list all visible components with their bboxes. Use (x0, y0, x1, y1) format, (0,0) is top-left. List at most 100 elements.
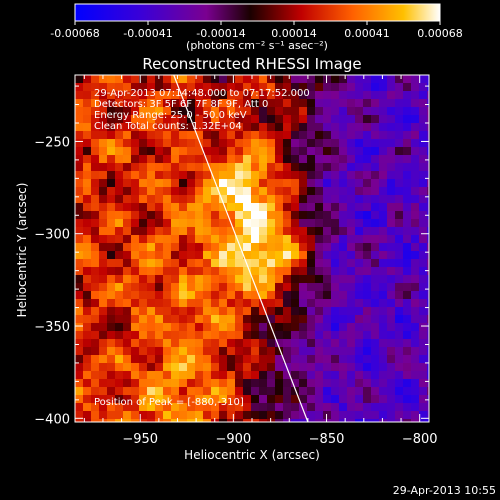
heatmap-cell (75, 291, 83, 299)
heatmap-cell (155, 91, 163, 99)
heatmap-cell (107, 307, 115, 315)
heatmap-cell (347, 347, 355, 355)
heatmap-cell (147, 195, 155, 203)
heatmap-cell (139, 283, 147, 291)
heatmap-cell (115, 203, 123, 211)
heatmap-cell (299, 395, 307, 403)
heatmap-cell (179, 131, 187, 139)
heatmap-cell (363, 307, 371, 315)
heatmap-cell (403, 123, 411, 131)
heatmap-cell (379, 267, 387, 275)
heatmap-cell (251, 227, 259, 235)
heatmap-cell (371, 195, 379, 203)
heatmap-cell (291, 107, 299, 115)
heatmap-cell (211, 235, 219, 243)
heatmap-cell (131, 307, 139, 315)
heatmap-cell (267, 219, 275, 227)
heatmap-cell (107, 403, 115, 411)
heatmap-cell (267, 107, 275, 115)
heatmap-cell (347, 123, 355, 131)
heatmap-cell (163, 171, 171, 179)
heatmap-cell (235, 243, 243, 251)
heatmap-cell (275, 251, 283, 259)
heatmap-cell (147, 187, 155, 195)
heatmap-cell (355, 195, 363, 203)
heatmap-cell (83, 187, 91, 195)
heatmap-cell (179, 195, 187, 203)
heatmap-cell (331, 163, 339, 171)
heatmap-cell (227, 139, 235, 147)
heatmap-cell (227, 83, 235, 91)
heatmap-cell (219, 171, 227, 179)
heatmap-cell (347, 387, 355, 395)
heatmap-cell (267, 331, 275, 339)
heatmap-cell (179, 363, 187, 371)
heatmap-cell (267, 115, 275, 123)
heatmap-cell (411, 219, 419, 227)
heatmap-cell (403, 99, 411, 107)
heatmap-cell (259, 259, 267, 267)
heatmap-cell (163, 355, 171, 363)
heatmap-cell (387, 195, 395, 203)
heatmap-cell (347, 275, 355, 283)
heatmap-cell (195, 179, 203, 187)
heatmap-cell (299, 235, 307, 243)
heatmap-cell (203, 123, 211, 131)
heatmap-cell (107, 99, 115, 107)
heatmap-cell (235, 339, 243, 347)
heatmap-cell (227, 203, 235, 211)
heatmap-cell (371, 355, 379, 363)
heatmap-cell (163, 283, 171, 291)
heatmap-cell (259, 131, 267, 139)
heatmap-cell (123, 291, 131, 299)
heatmap-cell (227, 395, 235, 403)
heatmap-cell (123, 211, 131, 219)
heatmap-cell (331, 419, 339, 422)
heatmap-cell (323, 179, 331, 187)
heatmap-cell (235, 171, 243, 179)
heatmap-cell (251, 235, 259, 243)
heatmap-cell (243, 411, 251, 419)
heatmap-cell (235, 219, 243, 227)
heatmap-cell (251, 83, 259, 91)
heatmap-cell (195, 147, 203, 155)
heatmap-cell (387, 419, 395, 422)
heatmap-cell (219, 307, 227, 315)
heatmap-cell (315, 299, 323, 307)
heatmap-cell (275, 411, 283, 419)
heatmap-cell (235, 331, 243, 339)
heatmap-cell (123, 131, 131, 139)
heatmap-cell (131, 203, 139, 211)
heatmap-cell (147, 155, 155, 163)
heatmap-cell (211, 155, 219, 163)
heatmap-cell (107, 267, 115, 275)
heatmap-cell (403, 371, 411, 379)
heatmap-cell (227, 235, 235, 243)
heatmap-cell (235, 379, 243, 387)
heatmap-cell (211, 203, 219, 211)
heatmap-cell (171, 379, 179, 387)
heatmap-cell (179, 299, 187, 307)
heatmap-cell (363, 227, 371, 235)
heatmap-cell (123, 307, 131, 315)
heatmap-cell (363, 83, 371, 91)
heatmap-cell (355, 251, 363, 259)
heatmap-cell (155, 387, 163, 395)
heatmap-cell (219, 123, 227, 131)
heatmap-cell (355, 75, 363, 83)
heatmap-cell (427, 195, 429, 203)
heatmap-cell (403, 219, 411, 227)
heatmap-cell (411, 419, 419, 422)
heatmap-cell (107, 259, 115, 267)
heatmap-cell (331, 275, 339, 283)
heatmap-cell (147, 251, 155, 259)
heatmap-cell (307, 187, 315, 195)
heatmap-cell (219, 299, 227, 307)
heatmap-cell (291, 411, 299, 419)
heatmap-cell (203, 171, 211, 179)
heatmap-cell (307, 235, 315, 243)
heatmap-cell (91, 387, 99, 395)
heatmap-cell (299, 251, 307, 259)
heatmap-cell (163, 307, 171, 315)
heatmap-cell (331, 243, 339, 251)
